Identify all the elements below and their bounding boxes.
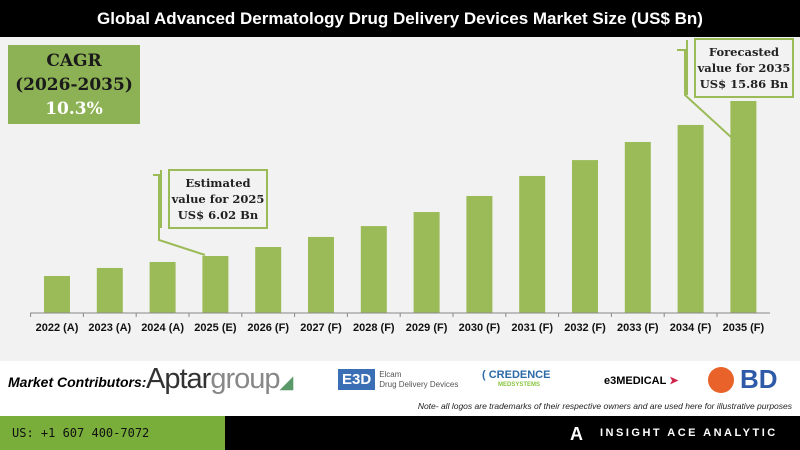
- bar-2031 (F): [519, 175, 546, 313]
- cagr-period: (2026-2035): [15, 75, 133, 95]
- credence-logo: ( CREDENCE MEDSYSTEMS: [482, 369, 551, 389]
- callout-line: value for 2035: [697, 61, 791, 75]
- x-tick-label: 2027 (F): [300, 322, 342, 334]
- e3medical-logo: e3MEDICAL ➤: [604, 375, 679, 387]
- bar-2025 (E): [202, 255, 229, 313]
- x-tick-label: 2025 (E): [194, 322, 237, 334]
- x-tick-label: 2032 (F): [564, 322, 606, 334]
- contributors-strip: Market Contributors: Aptargroup◢ E3D Elca…: [0, 361, 800, 416]
- callout-line: US$ 6.02 Bn: [177, 208, 259, 222]
- bar-2026 (F): [255, 247, 282, 313]
- contributors-label: Market Contributors:: [8, 374, 147, 390]
- elcam-logo: E3D Elcam Drug Delivery Devices: [338, 369, 458, 390]
- callout-line: Forecasted: [708, 45, 780, 59]
- chart-title: Global Advanced Dermatology Drug Deliver…: [0, 0, 800, 37]
- bar-2028 (F): [360, 226, 387, 313]
- bar-2022 (A): [44, 275, 70, 313]
- callout-2035: Forecasted value for 2035 US$ 15.86 Bn: [694, 38, 794, 98]
- x-tick-label: 2024 (A): [141, 322, 184, 334]
- bar-2033 (F): [624, 141, 651, 313]
- aptargroup-logo: Aptargroup◢: [146, 363, 293, 395]
- trademark-note: Note- all logos are trademarks of their …: [417, 401, 792, 411]
- x-tick-label: 2022 (A): [36, 322, 79, 334]
- x-tick-label: 2023 (A): [88, 322, 131, 334]
- callout-leader-2035: [677, 49, 733, 139]
- footer: US: +1 607 400-7072 A INSIGHT ACE ANALYT…: [0, 416, 800, 450]
- callout-line: US$ 15.86 Bn: [699, 77, 789, 91]
- bar-2027 (F): [308, 236, 334, 313]
- bar-2032 (F): [572, 160, 598, 313]
- brand-name: INSIGHT ACE ANALYTIC: [600, 427, 778, 439]
- bar-2035 (F): [730, 101, 757, 313]
- callout-line: value for 2025: [171, 192, 265, 206]
- x-tick-label: 2028 (F): [353, 322, 395, 334]
- x-tick-label: 2026 (F): [247, 322, 289, 334]
- bd-logo: BD: [708, 364, 778, 395]
- bar-2030 (F): [466, 195, 493, 313]
- x-tick-label: 2034 (F): [670, 322, 712, 334]
- bar-chart: 2022 (A) 2023 (A) 2024 (A) 2025 (E) 2026 (F)…: [30, 40, 770, 334]
- callout-leader-2025: [153, 174, 206, 256]
- bar-2023 (A): [96, 267, 123, 313]
- cagr-box: CAGR (2026-2035) 10.3%: [8, 45, 140, 124]
- cagr-value: 10.3%: [45, 99, 103, 119]
- x-tick-label: 2035 (F): [723, 322, 765, 334]
- bar-2024 (A): [149, 261, 176, 313]
- x-tick-label: 2033 (F): [617, 322, 659, 334]
- bar-2029 (F): [413, 212, 440, 313]
- cagr-label: CAGR: [46, 51, 102, 71]
- x-tick-label: 2031 (F): [511, 322, 553, 334]
- x-tick-label: 2029 (F): [406, 322, 448, 334]
- phone-number[interactable]: US: +1 607 400-7072: [0, 416, 225, 450]
- x-tick-label: 2030 (F): [459, 322, 501, 334]
- brand-logo-icon: A: [570, 424, 583, 444]
- callout-line: Estimated: [185, 176, 251, 190]
- callout-2025: Estimated value for 2025 US$ 6.02 Bn: [168, 169, 268, 229]
- bar-2034 (F): [677, 124, 704, 313]
